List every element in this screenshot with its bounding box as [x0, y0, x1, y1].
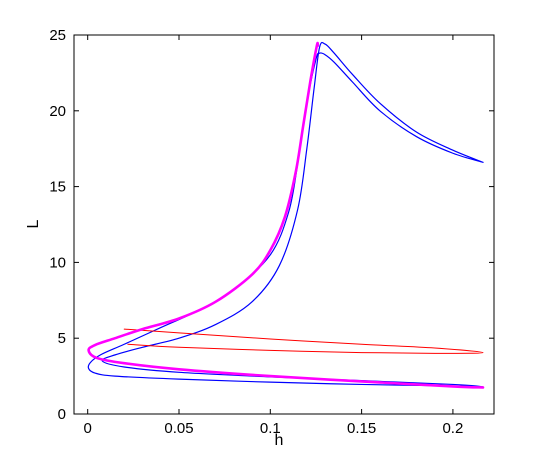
y-tick-label: 25: [49, 27, 66, 44]
y-tick-label: 15: [49, 179, 66, 196]
axes: [73, 34, 495, 415]
ticks: 0 0.05 0.1 0.15 0.2 0 5 10 15 20 25: [49, 27, 494, 437]
x-axis-label: h: [275, 432, 284, 449]
y-axis-label: L: [25, 219, 42, 228]
y-tick-label: 20: [49, 103, 66, 120]
series-line-2: [123, 328, 484, 354]
x-tick-label: 0.1: [260, 420, 281, 437]
y-tick-label: 5: [58, 330, 66, 347]
x-tick-label: 0.05: [164, 420, 193, 437]
y-tick-label: 0: [58, 406, 66, 423]
x-tick-label: 0: [84, 420, 92, 437]
plot-area-frame: [73, 34, 495, 415]
x-tick-label: 0.15: [347, 420, 376, 437]
x-tick-label: 0.2: [442, 420, 463, 437]
series-line-3: [87, 41, 485, 389]
y-tick-label: 10: [49, 254, 66, 271]
series-layer: [87, 41, 485, 389]
